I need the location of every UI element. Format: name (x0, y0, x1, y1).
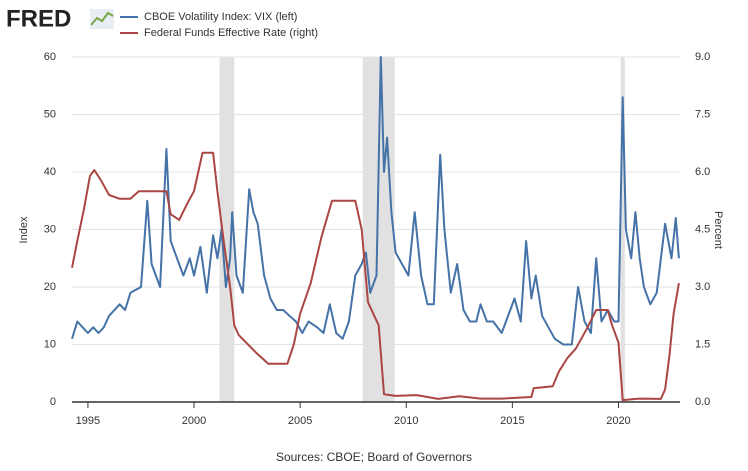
y-tick-label: 0 (50, 396, 56, 408)
y2-tick-label: 0.0 (695, 396, 710, 408)
x-tick-label: 1995 (76, 415, 100, 427)
y2-tick-label: 1.5 (695, 338, 710, 350)
series-line (71, 56, 680, 346)
logo-icon (90, 9, 114, 29)
y2-tick-label: 7.5 (695, 108, 710, 120)
x-tick-label: 2010 (394, 415, 418, 427)
y2-tick-label: 3.0 (695, 281, 710, 293)
y-tick-label: 60 (44, 51, 56, 63)
legend-label: CBOE Volatility Index: VIX (left) (144, 11, 297, 23)
y-tick-label: 50 (44, 108, 56, 120)
y-tick-label: 20 (44, 281, 56, 293)
y-tick-label: 30 (44, 223, 56, 235)
logo: FRED (6, 5, 71, 32)
y-axis-label: Index (18, 216, 30, 243)
y2-axis-label: Percent (712, 211, 724, 249)
y2-tick-label: 6.0 (695, 166, 710, 178)
source: Sources: CBOE; Board of Governors (276, 450, 472, 464)
series-line (71, 151, 680, 402)
x-tick-label: 2000 (182, 415, 206, 427)
y2-tick-label: 9.0 (695, 51, 710, 63)
y2-tick-label: 4.5 (695, 223, 710, 235)
x-tick-label: 2020 (606, 415, 630, 427)
legend-label: Federal Funds Effective Rate (right) (144, 27, 318, 39)
x-tick-label: 2015 (500, 415, 524, 427)
y-tick-label: 10 (44, 338, 56, 350)
y-tick-label: 40 (44, 166, 56, 178)
x-tick-label: 2005 (288, 415, 312, 427)
